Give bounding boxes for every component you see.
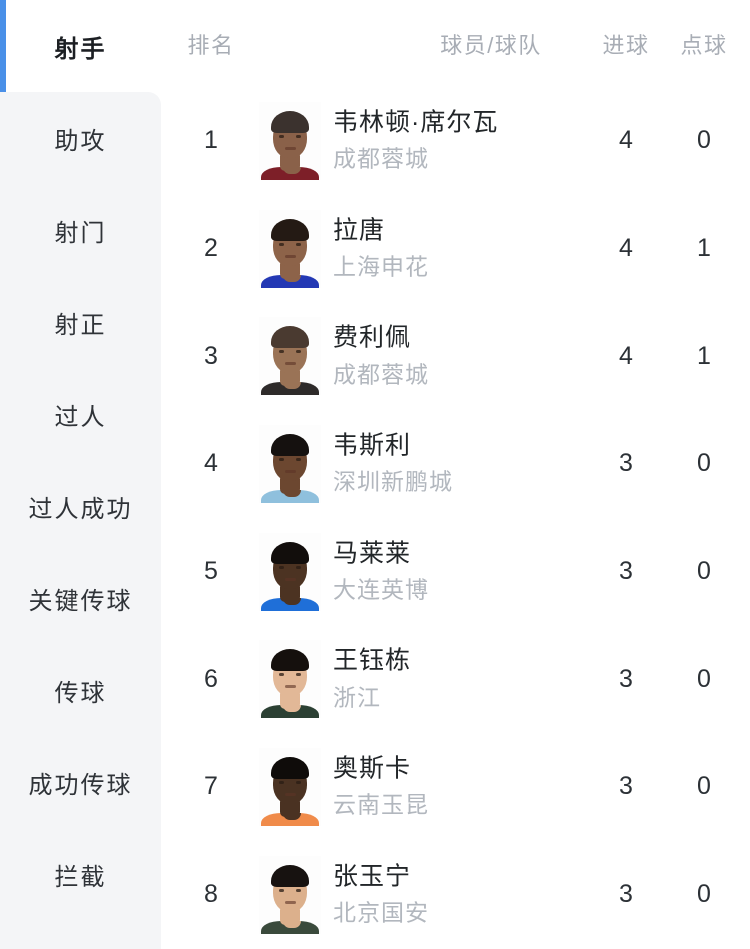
player-photo bbox=[259, 747, 321, 826]
table-row[interactable]: 6 王钰栋浙江 3 0 bbox=[161, 625, 750, 734]
player-photo bbox=[259, 855, 321, 934]
column-header-goals: 进球 bbox=[602, 32, 650, 58]
table-row[interactable]: 7 奥斯卡云南玉昆 3 0 bbox=[161, 733, 750, 841]
table-header-row: 排名 球员/球队 进球 点球 bbox=[161, 0, 750, 87]
team-name: 成都蓉城 bbox=[333, 361, 429, 388]
penalties-value: 1 bbox=[697, 341, 711, 370]
sidebar-item-3[interactable]: 射门 bbox=[0, 184, 161, 276]
goals-value: 3 bbox=[619, 664, 633, 693]
player-name: 韦林顿·席尔瓦 bbox=[333, 108, 499, 137]
sidebar-item-label: 传球 bbox=[54, 679, 107, 707]
penalties-value: 0 bbox=[697, 772, 711, 801]
sidebar-item-9[interactable]: 成功传球 bbox=[0, 736, 161, 828]
player-identity: 奥斯卡 云南玉昆 bbox=[333, 752, 583, 821]
team-name: 云南玉昆 bbox=[333, 791, 429, 818]
active-indicator-bar bbox=[0, 0, 6, 92]
table-row[interactable]: 3 费利佩成都蓉城 4 1 bbox=[161, 302, 750, 411]
sidebar-item-6[interactable]: 过人成功 bbox=[0, 460, 161, 552]
sidebar-item-10[interactable]: 拦截 bbox=[0, 828, 161, 920]
column-header-penalties: 点球 bbox=[680, 32, 728, 58]
player-photo bbox=[259, 209, 321, 288]
team-name: 大连英博 bbox=[333, 576, 429, 603]
player-name: 马莱莱 bbox=[333, 539, 412, 568]
team-name: 北京国安 bbox=[333, 899, 429, 926]
player-identity: 韦斯利 深圳新鹏城 bbox=[333, 429, 583, 498]
sidebar-item-5[interactable]: 过人 bbox=[0, 368, 161, 460]
player-identity: 王钰栋 浙江 bbox=[333, 645, 583, 714]
penalties-value: 0 bbox=[697, 449, 711, 478]
rank-value: 4 bbox=[204, 449, 218, 478]
player-photo bbox=[259, 101, 321, 180]
stat-category-sidebar: 射手助攻射门射正过人过人成功关键传球传球成功传球拦截 bbox=[0, 0, 161, 949]
sidebar-background bbox=[0, 92, 161, 949]
penalties-value: 0 bbox=[697, 557, 711, 586]
column-header-rank: 排名 bbox=[187, 32, 235, 58]
sidebar-item-label: 射门 bbox=[54, 219, 107, 247]
rank-value: 8 bbox=[204, 880, 218, 909]
leaderboard-rows: 1 韦林顿·席尔瓦 成都蓉城 4 0 2 拉唐 上海申花 4 1 3 费利佩 成都蓉城 4 1 4 韦斯利 深圳新… bbox=[161, 87, 750, 949]
table-row[interactable]: 2 拉唐上海申花 4 1 bbox=[161, 194, 750, 303]
player-identity: 拉唐 上海申花 bbox=[333, 214, 583, 283]
sidebar-item-8[interactable]: 传球 bbox=[0, 644, 161, 736]
sidebar-item-1[interactable]: 射手 bbox=[0, 0, 161, 92]
rank-value: 6 bbox=[204, 664, 218, 693]
player-name: 拉唐 bbox=[333, 215, 386, 244]
goals-value: 3 bbox=[619, 880, 633, 909]
sidebar-item-label: 射手 bbox=[54, 35, 107, 63]
column-header-player: 球员/球队 bbox=[440, 32, 542, 58]
team-name: 深圳新鹏城 bbox=[333, 468, 453, 495]
table-row[interactable]: 1 韦林顿·席尔瓦 成都蓉城 4 0 bbox=[161, 87, 750, 195]
leaderboard-panel: 排名 球员/球队 进球 点球 1 韦林顿·席尔瓦 成都蓉城 4 0 2 拉唐上海申花 4 1 3 费… bbox=[161, 0, 750, 949]
table-row[interactable]: 4 韦斯利深圳新鹏城 3 0 bbox=[161, 410, 750, 518]
penalties-value: 0 bbox=[697, 126, 711, 155]
player-photo bbox=[259, 532, 321, 611]
penalties-value: 0 bbox=[697, 880, 711, 909]
rank-value: 5 bbox=[204, 557, 218, 586]
player-name: 奥斯卡 bbox=[333, 754, 412, 783]
player-identity: 张玉宁 北京国安 bbox=[333, 860, 583, 929]
goals-value: 4 bbox=[619, 341, 633, 370]
goals-value: 4 bbox=[619, 126, 633, 155]
player-name: 费利佩 bbox=[333, 323, 412, 352]
sidebar-item-label: 成功传球 bbox=[28, 771, 133, 799]
goals-value: 3 bbox=[619, 449, 633, 478]
sidebar-item-label: 拦截 bbox=[54, 863, 107, 891]
sidebar-item-label: 过人 bbox=[54, 403, 107, 431]
goals-value: 4 bbox=[619, 234, 633, 263]
penalties-value: 0 bbox=[697, 664, 711, 693]
goals-value: 3 bbox=[619, 772, 633, 801]
sidebar-item-2[interactable]: 助攻 bbox=[0, 92, 161, 184]
player-identity: 马莱莱 大连英博 bbox=[333, 537, 583, 606]
rank-value: 2 bbox=[204, 234, 218, 263]
player-name: 张玉宁 bbox=[333, 862, 412, 891]
player-identity: 韦林顿·席尔瓦 成都蓉城 bbox=[333, 106, 583, 175]
team-name: 浙江 bbox=[333, 684, 381, 711]
sidebar-item-label: 射正 bbox=[54, 311, 107, 339]
player-photo bbox=[259, 640, 321, 719]
rank-value: 7 bbox=[204, 772, 218, 801]
team-name: 成都蓉城 bbox=[333, 145, 429, 172]
sidebar-item-label: 过人成功 bbox=[28, 495, 133, 523]
rank-value: 1 bbox=[204, 126, 218, 155]
sidebar-item-4[interactable]: 射正 bbox=[0, 276, 161, 368]
table-row[interactable]: 8 张玉宁北京国安 3 0 bbox=[161, 840, 750, 949]
penalties-value: 1 bbox=[697, 234, 711, 263]
player-photo bbox=[259, 317, 321, 396]
goals-value: 3 bbox=[619, 557, 633, 586]
player-identity: 费利佩 成都蓉城 bbox=[333, 322, 583, 391]
player-photo bbox=[259, 424, 321, 503]
player-name: 王钰栋 bbox=[333, 646, 412, 675]
sidebar-item-label: 助攻 bbox=[54, 127, 107, 155]
sidebar-item-7[interactable]: 关键传球 bbox=[0, 552, 161, 644]
player-name: 韦斯利 bbox=[333, 431, 412, 460]
rank-value: 3 bbox=[204, 341, 218, 370]
table-row[interactable]: 5 马莱莱大连英博 3 0 bbox=[161, 517, 750, 626]
sidebar-item-label: 关键传球 bbox=[28, 587, 133, 615]
team-name: 上海申花 bbox=[333, 253, 429, 280]
